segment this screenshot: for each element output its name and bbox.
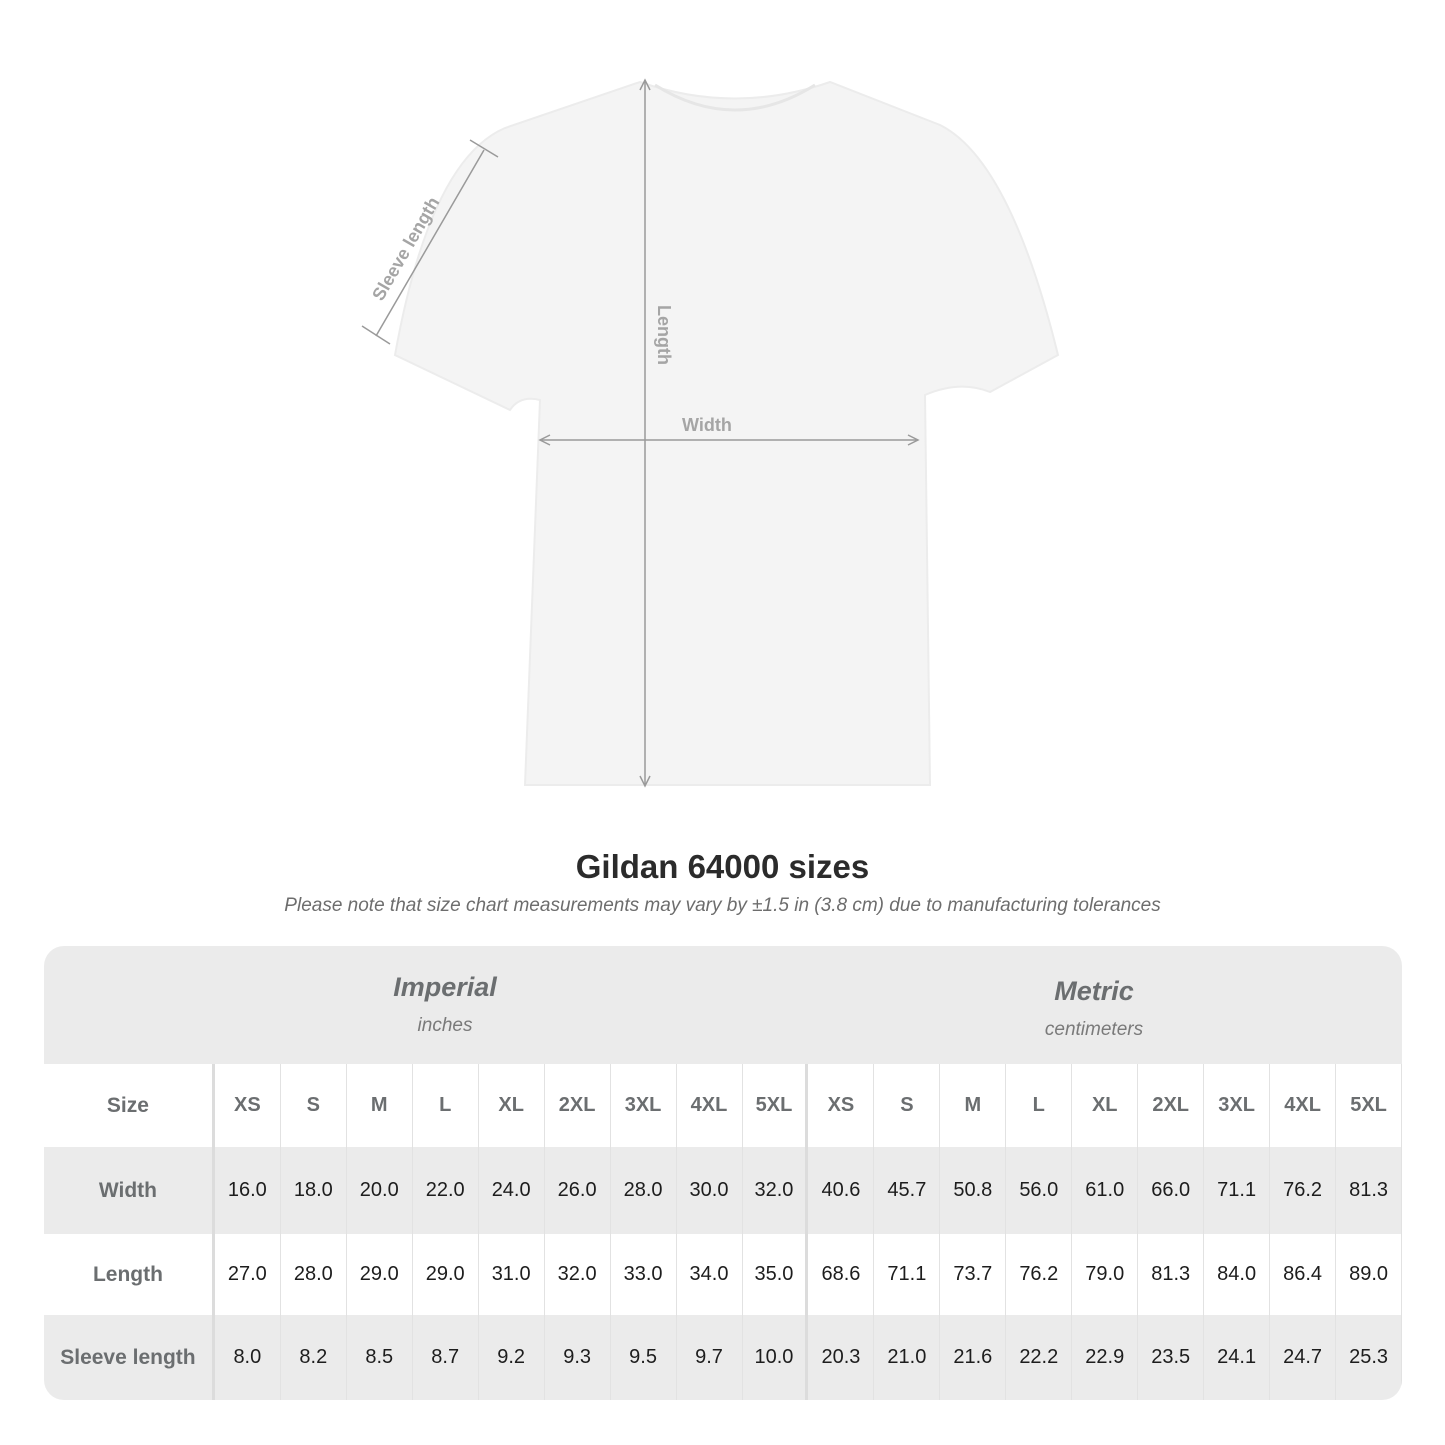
table-cell: 22.2: [1006, 1315, 1073, 1400]
size-header-cell: 3XL: [1204, 1064, 1271, 1147]
tshirt-diagram: Sleeve length Length Width: [361, 78, 1060, 788]
metric-header: Metric centimeters: [809, 946, 1379, 1094]
imperial-label: Imperial: [393, 972, 497, 1002]
table-cell: 29.0: [347, 1234, 413, 1315]
table-cell: 10.0: [743, 1315, 809, 1400]
table-cell: 28.0: [611, 1147, 677, 1234]
size-header-cell: XS: [215, 1064, 281, 1147]
size-header-row: Size XS S M L XL 2XL 3XL 4XL 5XL XS S M L XL 2XL 3XL 4XL 5…: [44, 1064, 1402, 1147]
size-header-cell: L: [413, 1064, 479, 1147]
table-cell: 73.7: [940, 1234, 1007, 1315]
table-cell: 8.0: [215, 1315, 281, 1400]
table-row: Sleeve length 8.0 8.2 8.5 8.7 9.2 9.3 9.5 9.7 10.…: [44, 1315, 1402, 1400]
table-cell: 8.7: [413, 1315, 479, 1400]
table-cell: 30.0: [677, 1147, 743, 1234]
size-header-cell: 4XL: [677, 1064, 743, 1147]
size-header-cell: S: [874, 1064, 941, 1147]
imperial-unit: inches: [417, 1015, 473, 1036]
tshirt-shape: [393, 80, 1060, 786]
table-cell: 61.0: [1072, 1147, 1139, 1234]
table-cell: 24.1: [1204, 1315, 1271, 1400]
length-label: Length: [654, 305, 674, 365]
size-header-cell: XL: [479, 1064, 545, 1147]
table-cell: 20.3: [808, 1315, 875, 1400]
table-cell: 68.6: [808, 1234, 875, 1315]
metric-label: Metric: [1054, 976, 1134, 1006]
size-table: Imperial inches Metric centimeters Size X…: [44, 946, 1402, 1400]
table-cell: 66.0: [1138, 1147, 1205, 1234]
table-cell: 24.0: [479, 1147, 545, 1234]
table-cell: 32.0: [545, 1234, 611, 1315]
table-cell: 71.1: [874, 1234, 941, 1315]
size-header-cell: XS: [808, 1064, 875, 1147]
table-cell: 40.6: [808, 1147, 875, 1234]
table-cell: 18.0: [281, 1147, 347, 1234]
size-header-cell: M: [347, 1064, 413, 1147]
metric-unit: centimeters: [1044, 1019, 1144, 1040]
table-cell: 29.0: [413, 1234, 479, 1315]
table-cell: 8.5: [347, 1315, 413, 1400]
tolerance-note: Please note that size chart measurements…: [284, 895, 1161, 916]
table-cell: 9.2: [479, 1315, 545, 1400]
table-row: Length 27.0 28.0 29.0 29.0 31.0 32.0 33.0 34.0 35…: [44, 1234, 1402, 1315]
table-cell: 79.0: [1072, 1234, 1139, 1315]
table-cell: 32.0: [743, 1147, 809, 1234]
table-cell: 25.3: [1336, 1315, 1402, 1400]
row-label: Width: [44, 1147, 215, 1234]
table-cell: 81.3: [1138, 1234, 1205, 1315]
table-cell: 33.0: [611, 1234, 677, 1315]
table-cell: 76.2: [1270, 1147, 1337, 1234]
table-cell: 31.0: [479, 1234, 545, 1315]
size-header-cell: XL: [1072, 1064, 1139, 1147]
row-label: Sleeve length: [44, 1315, 215, 1400]
table-cell: 26.0: [545, 1147, 611, 1234]
size-header-cell: 2XL: [1138, 1064, 1205, 1147]
table-cell: 28.0: [281, 1234, 347, 1315]
row-label: Length: [44, 1234, 215, 1315]
table-cell: 45.7: [874, 1147, 941, 1234]
table-cell: 27.0: [215, 1234, 281, 1315]
size-header-cell: 2XL: [545, 1064, 611, 1147]
table-cell: 16.0: [215, 1147, 281, 1234]
table-cell: 22.9: [1072, 1315, 1139, 1400]
table-cell: 20.0: [347, 1147, 413, 1234]
size-header-cell: S: [281, 1064, 347, 1147]
table-cell: 23.5: [1138, 1315, 1205, 1400]
table-cell: 35.0: [743, 1234, 809, 1315]
table-cell: 50.8: [940, 1147, 1007, 1234]
measure-arrows: [361, 78, 920, 788]
table-cell: 9.5: [611, 1315, 677, 1400]
table-cell: 9.3: [545, 1315, 611, 1400]
width-label: Width: [682, 415, 732, 435]
size-header-cell: 5XL: [1336, 1064, 1402, 1147]
table-cell: 89.0: [1336, 1234, 1402, 1315]
size-header-cell: 5XL: [743, 1064, 809, 1147]
imperial-header: Imperial inches: [215, 946, 675, 1090]
table-cell: 86.4: [1270, 1234, 1337, 1315]
table-cell: 71.1: [1204, 1147, 1271, 1234]
table-cell: 21.0: [874, 1315, 941, 1400]
table-cell: 56.0: [1006, 1147, 1073, 1234]
table-cell: 24.7: [1270, 1315, 1337, 1400]
table-cell: 9.7: [677, 1315, 743, 1400]
page-title: Gildan 64000 sizes: [575, 848, 870, 885]
table-cell: 81.3: [1336, 1147, 1402, 1234]
row-label: Size: [44, 1064, 215, 1147]
size-header-cell: 4XL: [1270, 1064, 1337, 1147]
table-row: Width 16.0 18.0 20.0 22.0 24.0 26.0 28.0 30.0 32.…: [44, 1147, 1402, 1234]
size-header-cell: 3XL: [611, 1064, 677, 1147]
table-cell: 84.0: [1204, 1234, 1271, 1315]
size-header-cell: L: [1006, 1064, 1073, 1147]
table-cell: 76.2: [1006, 1234, 1073, 1315]
table-cell: 34.0: [677, 1234, 743, 1315]
size-header-cell: M: [940, 1064, 1007, 1147]
table-cell: 22.0: [413, 1147, 479, 1234]
table-cell: 21.6: [940, 1315, 1007, 1400]
table-cell: 8.2: [281, 1315, 347, 1400]
